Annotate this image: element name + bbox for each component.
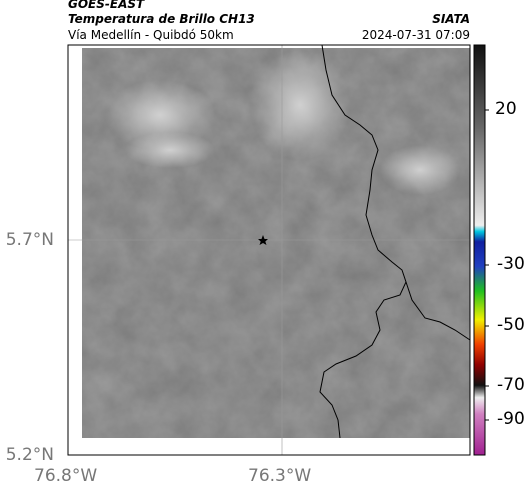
datetime: 2024-07-31 07:09 bbox=[361, 28, 470, 42]
lat-label: 5.7°N bbox=[5, 230, 54, 250]
colorbar-label: -50 bbox=[497, 315, 525, 335]
border bbox=[319, 44, 407, 439]
title: GOES-EAST bbox=[68, 0, 145, 11]
subtitle: Temperatura de Brillo CH13 bbox=[68, 12, 255, 26]
cloud bbox=[125, 132, 215, 168]
colorbar-label: -70 bbox=[497, 375, 525, 395]
lon-label: 76.8°W bbox=[34, 466, 98, 486]
colorbar-label: 20 bbox=[495, 99, 517, 119]
lat-label: 5.2°N bbox=[5, 445, 54, 465]
lon-label: 76.3°W bbox=[248, 466, 312, 486]
colorbar bbox=[473, 44, 486, 456]
source: SIATA bbox=[432, 12, 470, 26]
region: Vía Medellín - Quibdó 50km bbox=[68, 28, 234, 42]
colorbar-label: -90 bbox=[497, 409, 525, 429]
cloud bbox=[380, 145, 460, 195]
colorbar-label: -30 bbox=[497, 254, 525, 274]
border bbox=[405, 281, 471, 341]
cloud bbox=[105, 80, 215, 150]
location-marker bbox=[258, 235, 268, 245]
map-frame bbox=[67, 44, 471, 456]
cloud bbox=[250, 50, 350, 160]
